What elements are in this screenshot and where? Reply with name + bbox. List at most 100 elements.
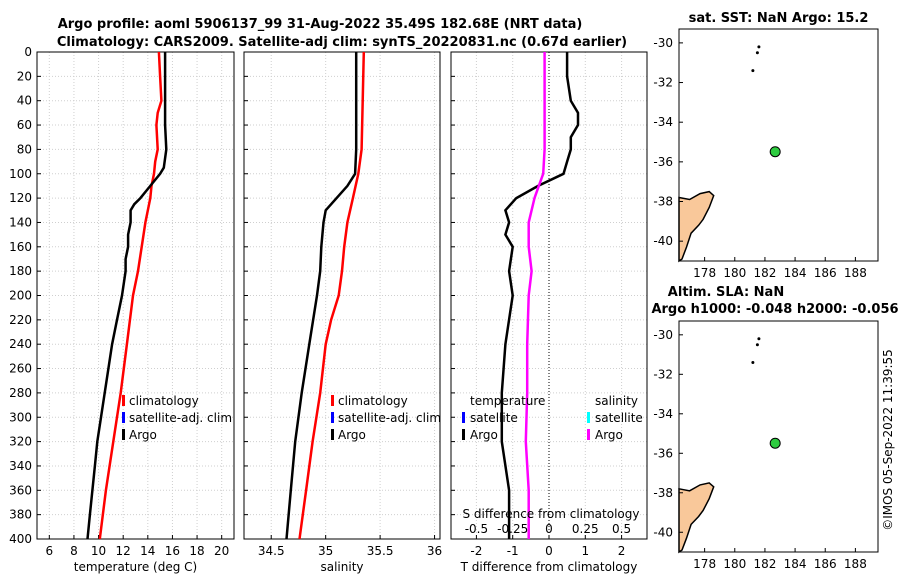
y-tick-label: 360 — [9, 483, 32, 497]
y-tick-label: 20 — [17, 69, 32, 83]
y-tick-label: 140 — [9, 215, 32, 229]
legend-label: salinity — [595, 394, 638, 408]
map-frame — [678, 320, 879, 553]
x-tick-label: 0 — [545, 544, 553, 558]
map-x-tick-label: 186 — [814, 266, 837, 280]
map-x-tick-label: 186 — [814, 557, 837, 571]
land-polygon — [678, 482, 715, 554]
x-tick-label: 12 — [116, 544, 131, 558]
map-y-tick-label: -38 — [653, 195, 673, 209]
map-y-tick-label: -30 — [653, 36, 673, 50]
salinity-panel: 34.5 35 35.5 36 salinity climatology satellite… — [243, 51, 442, 574]
x-tick-label: 18 — [189, 544, 204, 558]
island-dot — [757, 337, 761, 341]
legend-swatch — [122, 412, 125, 423]
y-tick-label: 0 — [24, 45, 32, 59]
timestamp: ©IMOS 05-Sep-2022 11:39:55 — [881, 349, 895, 531]
map-x-tick-label: 188 — [844, 266, 867, 280]
y-tick-label: 120 — [9, 191, 32, 205]
map-y-tick-label: -34 — [653, 407, 673, 421]
x-tick-label: -2 — [470, 544, 482, 558]
difference-panel: -2 -1 0 1 2 T difference from climatology temp… — [450, 51, 648, 574]
series-line-argo-t-diff — [500, 52, 580, 539]
x-tick-label: 35.5 — [367, 544, 394, 558]
map-y-tick-label: -36 — [653, 155, 673, 169]
legend-label: Argo — [129, 428, 157, 442]
map-title-2: Argo h1000: -0.048 h2000: -0.056 — [651, 302, 898, 317]
map-title: sat. SST: NaN Argo: 15.2 — [689, 11, 869, 26]
series-line-argo — [285, 52, 358, 540]
y-tick-label: 380 — [9, 508, 32, 522]
sla-map: Altim. SLA: NaN Argo h1000: -0.048 h2000:… — [651, 285, 898, 571]
legend-label: satellite — [595, 411, 643, 425]
s-diff-tick-label: 0.25 — [572, 522, 599, 536]
legend-label: satellite-adj. clim — [338, 411, 441, 425]
axes-frame — [243, 51, 441, 540]
map-x-tick-label: 178 — [693, 266, 716, 280]
x-tick-label: 20 — [214, 544, 229, 558]
map-x-tick-label: 180 — [723, 266, 746, 280]
x-tick-label: -1 — [507, 544, 519, 558]
x-tick-label: 34.5 — [258, 544, 285, 558]
y-tick-label: 280 — [9, 386, 32, 400]
island-dot — [755, 343, 759, 347]
map-x-tick-label: 178 — [693, 557, 716, 571]
y-tick-label: 220 — [9, 313, 32, 327]
title-line-1: Argo profile: aoml 5906137_99 31-Aug-202… — [58, 17, 583, 32]
y-tick-label: 340 — [9, 459, 32, 473]
legend-swatch — [462, 412, 465, 423]
y-tick-label: 60 — [17, 118, 32, 132]
s-diff-axis-label: S difference from climatology — [463, 507, 640, 521]
map-x-tick-label: 180 — [723, 557, 746, 571]
map-y-tick-label: -32 — [653, 76, 673, 90]
s-diff-tick-label: -0.25 — [497, 522, 528, 536]
y-tick-label: 40 — [17, 94, 32, 108]
legend-swatch — [587, 412, 590, 423]
legend-label: temperature — [470, 394, 545, 408]
island-dot — [751, 69, 755, 73]
legend-label: climatology — [338, 394, 408, 408]
map-y-tick-label: -34 — [653, 115, 673, 129]
x-tick-label: 35 — [318, 544, 333, 558]
y-tick-label: 320 — [9, 435, 32, 449]
series-line-climatology — [98, 51, 163, 540]
legend-label: satellite — [470, 411, 518, 425]
map-frame — [678, 28, 879, 262]
temperature-panel: 6 8 10 12 14 16 18 20 temperature (deg C) 0 20 40 60… — [9, 45, 235, 574]
x-tick-label: 1 — [581, 544, 589, 558]
island-dot — [751, 360, 755, 364]
map-y-tick-label: -36 — [653, 446, 673, 460]
y-tick-label: 300 — [9, 410, 32, 424]
legend-label: Argo — [338, 428, 366, 442]
legend-swatch — [462, 429, 465, 440]
y-tick-label: 260 — [9, 362, 32, 376]
y-tick-label: 160 — [9, 240, 32, 254]
legend-label: Argo — [595, 428, 623, 442]
land-polygon — [678, 190, 715, 263]
x-axis-label: temperature (deg C) — [74, 560, 197, 574]
x-tick-label: 2 — [618, 544, 626, 558]
x-tick-label: 8 — [70, 544, 78, 558]
map-x-tick-label: 184 — [784, 266, 807, 280]
series-line-argo-s-diff — [524, 52, 546, 539]
y-tick-label: 200 — [9, 289, 32, 303]
legend-swatch — [331, 412, 334, 423]
s-diff-tick-label: 0.5 — [612, 522, 631, 536]
island-dot — [757, 45, 761, 49]
legend-swatch — [331, 429, 334, 440]
s-diff-tick-label: 0 — [545, 522, 553, 536]
y-tick-label: 240 — [9, 337, 32, 351]
y-tick-label: 80 — [17, 142, 32, 156]
x-tick-label: 14 — [140, 544, 155, 558]
y-tick-label: 180 — [9, 264, 32, 278]
legend-swatch — [587, 429, 590, 440]
series-line-climatology — [298, 51, 366, 540]
map-x-tick-label: 184 — [784, 557, 807, 571]
argo-float-marker — [769, 146, 781, 158]
map-y-tick-label: -30 — [653, 328, 673, 342]
legend-label: Argo — [470, 428, 498, 442]
sst-map: sat. SST: NaN Argo: 15.2 178 180 182 184 186 1… — [653, 11, 879, 280]
axes-frame — [36, 51, 235, 540]
map-y-tick-label: -32 — [653, 367, 673, 381]
